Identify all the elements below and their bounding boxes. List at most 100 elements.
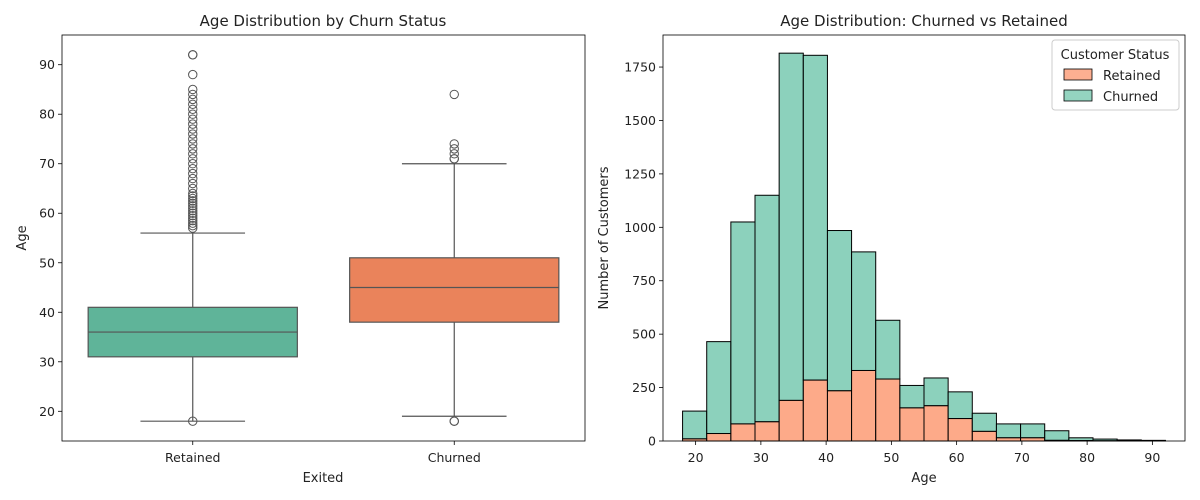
box-outlier [188,213,198,223]
boxplot-title: Age Distribution by Churn Status [200,12,447,30]
boxplot-y-tick-label: 80 [39,107,55,122]
histogram-bar-retained [730,423,756,442]
box-outlier [449,416,459,426]
box-outlier [188,220,198,231]
histogram-bar-retained [851,369,877,442]
box-outlier [449,89,459,100]
histogram-bar-retained [754,421,780,442]
box-outlier [188,208,198,218]
boxplot-panel: Age Distribution by Churn Status Exited … [15,12,586,486]
box-outlier [188,196,198,206]
histogram-bar-churned [947,391,973,420]
box-outlier [188,159,198,169]
histogram-bar-churned [1020,423,1046,439]
histogram-bar-churned [754,194,780,423]
box-outlier [188,203,198,213]
boxplot-x-tick-label: Retained [165,450,220,465]
histogram-bar-churned [802,54,828,381]
box-outlier [188,206,198,216]
box-outlier [188,109,198,119]
boxplot-y-tick-label: 60 [39,206,55,221]
histogram-bar-churned [682,410,708,440]
histogram-bar-retained [706,433,732,442]
histogram-bar-churned [995,423,1022,439]
box-outlier [188,94,198,105]
box-outlier [188,84,198,95]
histogram-x-tick-label: 90 [1144,450,1160,465]
histogram-bar-retained [802,379,828,442]
boxplot-y-tick-label: 50 [39,255,55,270]
histogram-x-tick-label: 60 [949,450,965,465]
box-outlier [188,50,198,60]
histogram-y-tick-label: 1750 [624,60,656,75]
boxplot-x-tick-label: Churned [428,450,481,465]
box-outlier [188,198,198,209]
histogram-bar-retained [899,407,925,442]
histogram-bar-churned [706,341,732,435]
histogram-y-tick-label: 1500 [624,113,656,128]
legend-swatch-churned [1063,89,1093,102]
histogram-y-tick-label: 1000 [624,220,656,235]
histogram-bar-retained [826,390,853,442]
box-outlier [188,188,198,199]
box-outlier [188,69,198,80]
histogram-bar-churned [899,384,925,409]
histogram-y-axis-label: Number of Customers [597,166,612,309]
histogram-y-tick-label: 0 [648,434,656,449]
histogram-bar-churned [923,377,949,407]
histogram-bar-churned [875,319,901,380]
histogram-y-tick-label: 500 [632,327,656,342]
box-outlier [188,114,198,124]
histogram-panel: Age Distribution: Churned vs Retained Ag… [597,12,1186,486]
box-outlier [188,178,198,189]
box-outlier [188,144,198,154]
histogram-bar-retained [778,399,804,442]
box-outlier [188,191,198,201]
histogram-x-tick-label: 30 [753,450,769,465]
histogram-bar-churned [778,52,804,401]
box-outlier [449,144,459,154]
histogram-y-tick-label: 750 [632,273,656,288]
box-outlier [449,154,459,164]
box-outlier [188,134,198,144]
boxplot-y-tick-label: 30 [39,354,55,369]
legend-swatch-retained [1063,68,1093,81]
box-outlier [449,149,459,159]
box-outlier [188,104,198,114]
histogram-x-tick-label: 50 [883,450,899,465]
boxplot-y-tick-label: 70 [39,156,55,171]
box-outlier [449,139,459,149]
histogram-bar-retained [1020,437,1046,442]
box-outlier [188,149,198,159]
box-outlier [188,211,198,221]
box-outlier [188,129,198,139]
box-outlier [188,119,198,129]
box-churned [349,257,560,323]
histogram-bar-churned [971,412,997,432]
histogram-bar-retained [995,437,1022,442]
legend: Customer Status Retained Churned [1051,39,1180,111]
box-outlier [188,416,198,426]
boxplot-axes-frame [61,34,586,442]
histogram-x-tick-label: 20 [688,450,704,465]
box-outlier [188,223,198,233]
legend-title: Customer Status [1061,48,1170,63]
histogram-y-tick-label: 250 [632,380,656,395]
box-outlier [188,215,198,226]
box-outlier [188,201,198,211]
box-outlier [188,89,198,100]
histogram-bar-churned [730,221,756,425]
box-outlier [188,218,198,228]
boxplot-y-tick-label: 40 [39,305,55,320]
histogram-x-axis-label: Age [911,471,936,486]
histogram-title: Age Distribution: Churned vs Retained [780,12,1067,30]
boxplot-y-tick-label: 20 [39,404,55,419]
histogram-x-tick-label: 80 [1079,450,1095,465]
legend-label-retained: Retained [1103,69,1161,84]
boxplot-x-axis-label: Exited [303,471,344,486]
histogram-bar-retained [971,430,997,442]
box-outlier [188,99,198,110]
legend-label-churned: Churned [1103,90,1158,105]
histogram-y-tick-label: 1250 [624,166,656,181]
